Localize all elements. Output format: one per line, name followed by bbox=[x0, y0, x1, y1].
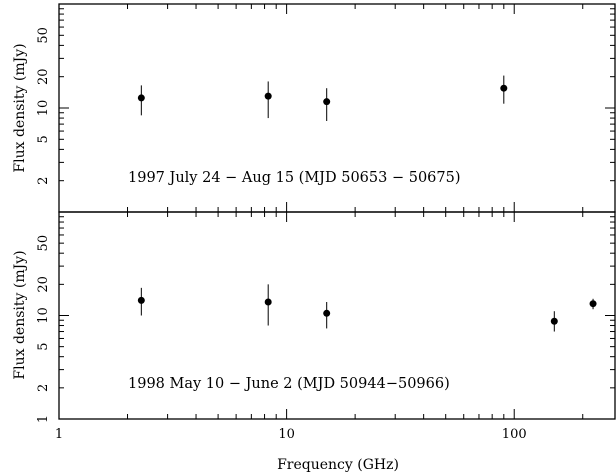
data-point bbox=[323, 98, 331, 106]
y-tick-label: 2 bbox=[36, 177, 51, 185]
y-tick-label: 50 bbox=[36, 235, 51, 252]
data-point bbox=[550, 317, 558, 325]
y-tick-label: 1 bbox=[36, 415, 51, 423]
epoch-annotation: 1997 July 24 − Aug 15 (MJD 50653 − 50675… bbox=[128, 170, 461, 186]
data-point bbox=[500, 84, 508, 92]
y-axis-label: Flux density (mJy) bbox=[12, 250, 28, 379]
x-axis-label: Frequency (GHz) bbox=[277, 457, 399, 473]
x-tick-label: 100 bbox=[502, 427, 527, 442]
epoch-annotation: 1998 May 10 − June 2 (MJD 50944−50966) bbox=[128, 376, 450, 392]
panel-bottom: 1 2 5 10 20 50 1 10 100 Flux density (mJy) 1998 Ma… bbox=[12, 211, 616, 442]
panel-top: 2 5 10 20 50 Flux density (mJy) 1997 July 24 −… bbox=[12, 3, 616, 213]
data-point bbox=[323, 309, 331, 317]
y-tick-label: 20 bbox=[36, 276, 51, 293]
data-point bbox=[137, 94, 145, 102]
data-point bbox=[589, 300, 597, 308]
y-tick-label: 5 bbox=[36, 135, 51, 143]
y-tick-label: 50 bbox=[36, 27, 51, 44]
y-tick-label: 10 bbox=[36, 307, 51, 324]
y-tick-label: 5 bbox=[36, 343, 51, 351]
y-tick-label: 2 bbox=[36, 384, 51, 392]
data-point bbox=[264, 92, 272, 100]
data-point bbox=[137, 296, 145, 304]
y-tick-label: 10 bbox=[36, 100, 51, 117]
x-tick-label: 10 bbox=[278, 427, 295, 442]
y-tick-label: 20 bbox=[36, 68, 51, 85]
data-point bbox=[264, 298, 272, 306]
x-tick-label: 1 bbox=[55, 427, 63, 442]
y-axis-label: Flux density (mJy) bbox=[12, 43, 28, 172]
